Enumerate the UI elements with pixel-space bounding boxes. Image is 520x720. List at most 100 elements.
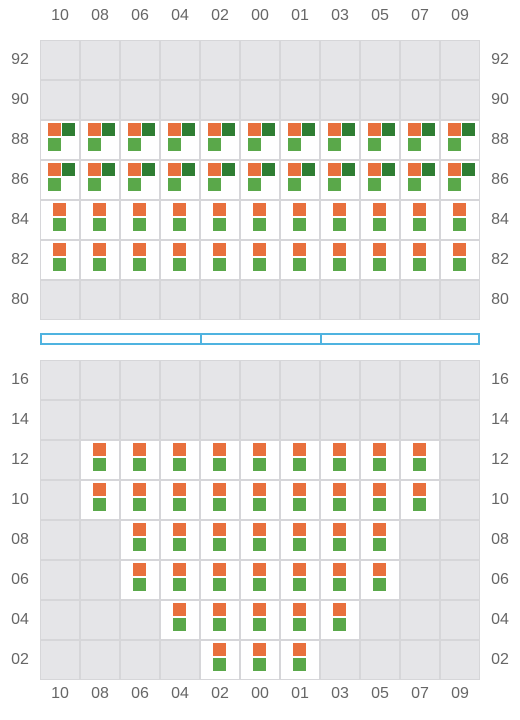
row-label-right: 92 [491, 51, 509, 68]
row-label-right: 84 [491, 211, 509, 228]
seat-cell[interactable] [440, 200, 480, 240]
seat-cell[interactable] [200, 240, 240, 280]
seat-cell[interactable] [120, 440, 160, 480]
seat-cell[interactable] [200, 520, 240, 560]
seat-cell[interactable] [200, 160, 240, 200]
seat-cell[interactable] [160, 440, 200, 480]
seat-cell[interactable] [360, 200, 400, 240]
seat-cell[interactable] [320, 160, 360, 200]
seat-cell[interactable] [280, 440, 320, 480]
seat-cell[interactable] [280, 200, 320, 240]
seat-cell[interactable] [360, 520, 400, 560]
seat-cell[interactable] [200, 560, 240, 600]
seat-cell[interactable] [240, 480, 280, 520]
row-label-right: 90 [491, 91, 509, 108]
seat-cell[interactable] [80, 120, 120, 160]
seat-cell[interactable] [400, 200, 440, 240]
green-square-icon [293, 538, 306, 551]
seat-cell[interactable] [200, 640, 240, 680]
orange-square-icon [48, 163, 61, 176]
seat-cell[interactable] [120, 560, 160, 600]
green-square-icon [253, 618, 266, 631]
seat-cell[interactable] [240, 640, 280, 680]
seat-cell[interactable] [440, 120, 480, 160]
seat-cell[interactable] [40, 200, 80, 240]
green-square-icon [293, 658, 306, 671]
green-square-icon [213, 538, 226, 551]
seat-cell[interactable] [160, 120, 200, 160]
seat-cell[interactable] [40, 120, 80, 160]
seat-cell[interactable] [240, 200, 280, 240]
seat-cell[interactable] [360, 120, 400, 160]
seat-cell[interactable] [120, 200, 160, 240]
seat-cell[interactable] [280, 600, 320, 640]
seat-cell[interactable] [40, 160, 80, 200]
seat-cell[interactable] [80, 440, 120, 480]
seat-cell[interactable] [160, 560, 200, 600]
seat-cell[interactable] [320, 600, 360, 640]
seat-cell[interactable] [280, 160, 320, 200]
seat-cell[interactable] [80, 160, 120, 200]
seat-cell[interactable] [320, 480, 360, 520]
seat-cell[interactable] [80, 200, 120, 240]
seat-cell[interactable] [400, 480, 440, 520]
seat-cell[interactable] [80, 480, 120, 520]
seat-cell[interactable] [120, 160, 160, 200]
seat-cell[interactable] [200, 440, 240, 480]
seat-cell[interactable] [160, 520, 200, 560]
seat-cell[interactable] [240, 120, 280, 160]
seat-cell[interactable] [280, 640, 320, 680]
seat-cell[interactable] [200, 480, 240, 520]
seat-cell[interactable] [160, 200, 200, 240]
seat-cell[interactable] [120, 480, 160, 520]
seat-cell[interactable] [280, 480, 320, 520]
orange-square-icon [373, 563, 386, 576]
seat-cell[interactable] [360, 480, 400, 520]
seat-cell[interactable] [160, 160, 200, 200]
seat-cell[interactable] [400, 240, 440, 280]
empty-cell [200, 80, 240, 120]
seat-cell[interactable] [280, 120, 320, 160]
seat-cell[interactable] [320, 520, 360, 560]
green-square-icon [93, 498, 106, 511]
seat-cell[interactable] [400, 160, 440, 200]
seat-cell[interactable] [320, 200, 360, 240]
orange-square-icon [88, 123, 101, 136]
seat-cell[interactable] [200, 200, 240, 240]
seat-cell[interactable] [360, 440, 400, 480]
seat-cell[interactable] [400, 120, 440, 160]
seat-cell[interactable] [400, 440, 440, 480]
seat-cell[interactable] [280, 560, 320, 600]
seat-cell[interactable] [240, 600, 280, 640]
seat-cell[interactable] [120, 520, 160, 560]
row-label-left: 16 [11, 371, 29, 388]
seat-cell[interactable] [440, 160, 480, 200]
seat-cell[interactable] [280, 240, 320, 280]
seat-cell[interactable] [320, 440, 360, 480]
seat-cell[interactable] [80, 240, 120, 280]
seat-cell[interactable] [200, 120, 240, 160]
seat-cell[interactable] [240, 440, 280, 480]
seat-cell[interactable] [160, 240, 200, 280]
empty-cell [120, 80, 160, 120]
seat-cell[interactable] [240, 240, 280, 280]
seat-cell[interactable] [440, 240, 480, 280]
seat-cell[interactable] [160, 480, 200, 520]
seat-cell[interactable] [240, 560, 280, 600]
seat-cell[interactable] [40, 240, 80, 280]
seat-cell[interactable] [240, 160, 280, 200]
seat-cell[interactable] [360, 560, 400, 600]
seat-cell[interactable] [320, 240, 360, 280]
seat-cell[interactable] [160, 600, 200, 640]
seat-cell[interactable] [320, 120, 360, 160]
seat-cell[interactable] [120, 120, 160, 160]
seat-cell[interactable] [320, 560, 360, 600]
row-label-left: 86 [11, 171, 29, 188]
seat-cell[interactable] [240, 520, 280, 560]
seat-cell[interactable] [120, 240, 160, 280]
seat-cell[interactable] [360, 240, 400, 280]
seat-cell[interactable] [360, 160, 400, 200]
seat-cell[interactable] [280, 520, 320, 560]
seat-cell[interactable] [200, 600, 240, 640]
empty-cell [400, 600, 440, 640]
